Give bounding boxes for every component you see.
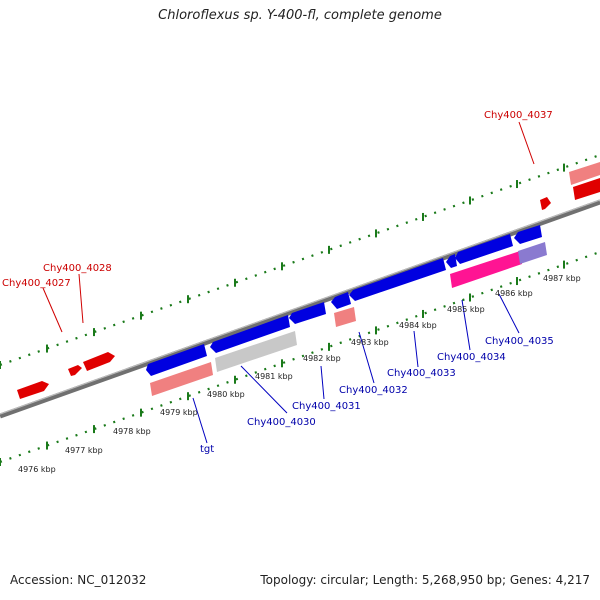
scale-label: 4986 kbp [495,289,533,298]
scale-label: 4987 kbp [543,274,581,283]
accession-text: Accession: NC_012032 [10,573,147,587]
label-chy400-4035[interactable]: Chy400_4035 [485,336,554,347]
gene-chy400-4027[interactable] [17,381,49,399]
reverse-genes [146,225,542,376]
forward-genes [17,162,600,399]
scale-label: 4979 kbp [160,408,198,417]
label-chy400-4033[interactable]: Chy400_4033 [387,368,456,379]
label-chy400-4030[interactable]: Chy400_4030 [247,417,316,428]
gene-chy400-4028-small[interactable] [68,365,82,376]
gene-chy400-4034[interactable] [455,234,513,264]
page-title: Chloroflexus sp. Y-400-fl, complete geno… [158,8,442,23]
cds-chy400-4037[interactable] [569,162,600,185]
scale-label: 4978 kbp [113,427,151,436]
reverse-track-ticks [0,260,565,466]
cds-chy400-4035[interactable] [518,242,547,264]
forward-track-ticks [0,163,565,369]
gene-chy400-4033[interactable] [349,258,446,301]
scale-label: 4982 kbp [303,354,341,363]
scale-label: 4983 kbp [351,338,389,347]
gene-chy400-4031[interactable] [289,302,326,324]
label-chy400-4027[interactable]: Chy400_4027 [2,278,71,289]
label-chy400-4032[interactable]: Chy400_4032 [339,385,408,396]
genome-backbone-highlight [0,199,600,415]
cds-chy400-4030[interactable] [215,331,297,372]
gene-chy400-4028[interactable] [83,352,115,371]
scale-label: 4981 kbp [255,372,293,381]
scale-label: 4980 kbp [207,390,245,399]
gene-chy400-4033b[interactable] [446,254,457,268]
scale-labels: 4976 kbp 4977 kbp 4978 kbp 4979 kbp 4980… [18,274,581,474]
gene-chy400-4035[interactable] [514,225,542,244]
gene-chy400-4030[interactable] [210,315,290,353]
label-chy400-4028[interactable]: Chy400_4028 [43,263,112,274]
label-chy400-4037[interactable]: Chy400_4037 [484,110,553,121]
gene-tgt[interactable] [146,344,207,376]
forward-label-leaders [42,121,535,333]
reverse-label-leaders [192,293,520,444]
label-chy400-4031[interactable]: Chy400_4031 [292,401,361,412]
reverse-dotted-track [0,250,600,464]
gene-chy400-4036-small[interactable] [540,197,551,210]
scale-label: 4984 kbp [399,321,437,330]
cds-tgt[interactable] [150,362,213,396]
scale-label: 4977 kbp [65,446,103,455]
scale-label: 4976 kbp [18,465,56,474]
gene-chy400-4037[interactable] [573,178,600,200]
genome-summary-text: Topology: circular; Length: 5,268,950 bp… [260,573,590,587]
label-tgt[interactable]: tgt [200,444,214,455]
gene-chy400-4032[interactable] [331,292,351,309]
label-chy400-4034[interactable]: Chy400_4034 [437,352,506,363]
scale-label: 4985 kbp [447,305,485,314]
cds-chy400-4032[interactable] [334,307,356,327]
reverse-cds [150,242,547,396]
cds-chy400-4034[interactable] [450,251,522,288]
